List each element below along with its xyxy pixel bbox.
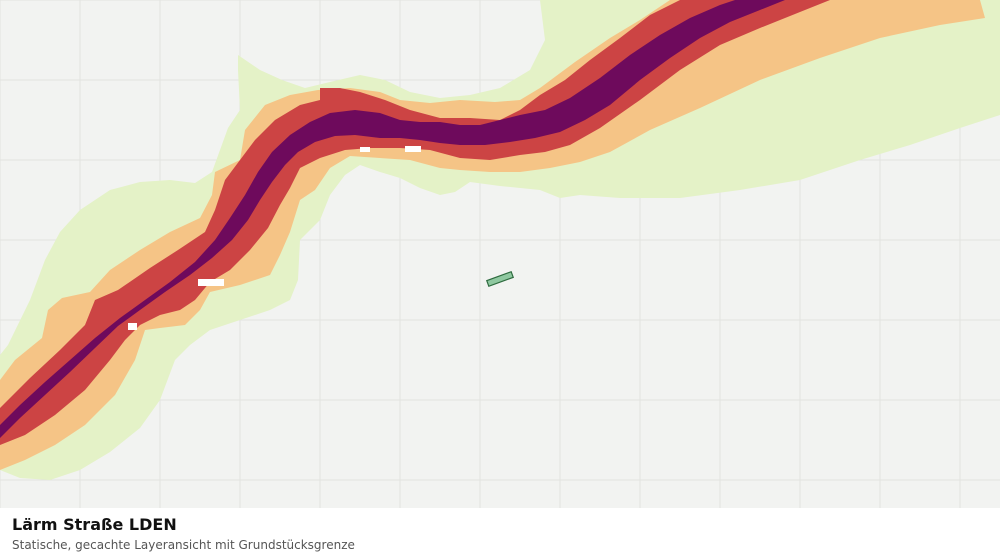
layer-title: Lärm Straße LDEN: [12, 515, 177, 534]
noise-zone-high: [0, 0, 785, 438]
noise-map-canvas: [0, 0, 1000, 508]
parcel-polygon[interactable]: [485, 270, 515, 288]
map-gaps: [128, 146, 421, 330]
map-gap: [405, 146, 421, 152]
map-view[interactable]: [0, 0, 1000, 508]
noise-zone-4: [0, 0, 785, 438]
noise-zone-low: [0, 0, 985, 470]
layer-caption: Lärm Straße LDEN Statische, gecachte Lay…: [0, 508, 1000, 560]
noise-zone-lowest: [0, 0, 1000, 480]
noise-zone-2: [0, 0, 985, 470]
noise-zone-medium: [0, 0, 830, 445]
map-gap: [198, 279, 224, 286]
noise-zone-3: [0, 0, 830, 445]
layer-subtitle: Statische, gecachte Layeransicht mit Gru…: [12, 538, 355, 552]
noise-zone-1-west: [0, 0, 1000, 480]
map-gap: [360, 147, 370, 152]
map-gap: [128, 323, 137, 330]
parcel-boundary[interactable]: [485, 270, 515, 288]
